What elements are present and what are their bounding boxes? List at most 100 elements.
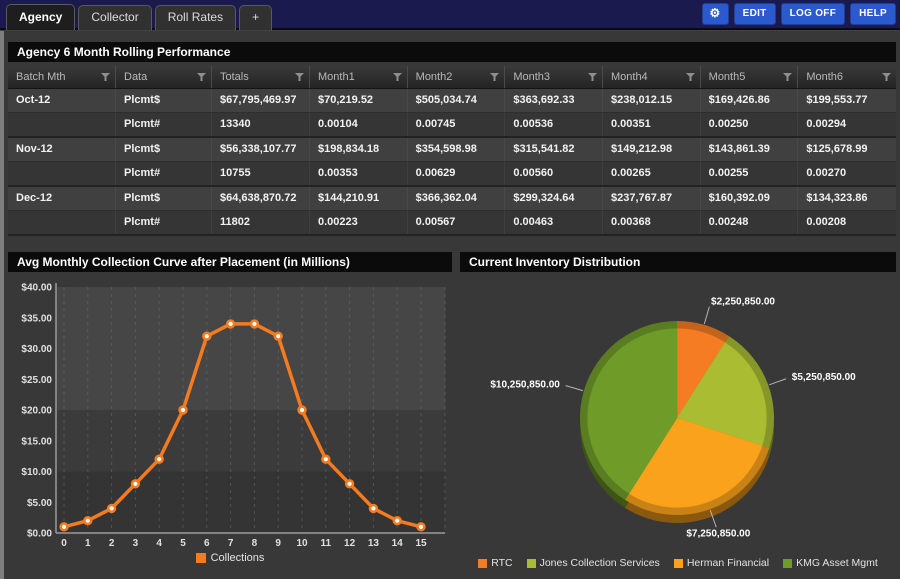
table-cell: Oct-12 (8, 89, 116, 112)
table-cell: $67,795,469.97 (212, 89, 310, 112)
filter-funnel-icon[interactable] (588, 73, 597, 81)
table-cell: 0.00294 (798, 113, 896, 136)
data-point-marker (132, 480, 139, 487)
table-cell: 0.00560 (505, 162, 603, 185)
x-axis-tick-label: 15 (415, 538, 427, 549)
table-cell: 13340 (212, 113, 310, 136)
table-row[interactable]: Nov-12Plcmt$$56,338,107.77$198,834.18$35… (8, 138, 896, 162)
table-cell: Dec-12 (8, 187, 116, 210)
tab-bar: AgencyCollectorRoll Rates+ (6, 3, 272, 30)
filter-funnel-icon[interactable] (101, 73, 110, 81)
table-cell: $198,834.18 (310, 138, 408, 161)
legend-item-collections[interactable]: Collections (196, 552, 265, 564)
data-point-marker (418, 523, 425, 530)
legend-item-label: KMG Asset Mgmt (796, 557, 878, 569)
pie-label-leader (566, 386, 583, 391)
inventory-pie-chart: $2,250,850.00$5,250,850.00$7,250,850.00$… (460, 273, 896, 553)
legend-item-rtc[interactable]: RTC (478, 557, 512, 569)
table-row[interactable]: Plcmt#133400.001040.007450.005360.003510… (8, 113, 896, 138)
table-cell: $56,338,107.77 (212, 138, 310, 161)
table-cell: 0.00463 (505, 211, 603, 234)
y-axis-tick-label: $0.00 (27, 529, 52, 540)
table-cell: $169,426.86 (701, 89, 799, 112)
table-cell: 0.00536 (505, 113, 603, 136)
column-header[interactable]: Totals (212, 66, 310, 88)
logoff-button[interactable]: LOG OFF (781, 3, 846, 25)
left-edge-strip (0, 31, 4, 579)
filter-funnel-icon[interactable] (393, 73, 402, 81)
filter-funnel-icon[interactable] (686, 73, 695, 81)
filter-funnel-icon[interactable] (295, 73, 304, 81)
y-axis-tick-label: $35.00 (21, 313, 52, 324)
filter-funnel-icon[interactable] (882, 73, 891, 81)
column-header[interactable]: Month2 (408, 66, 506, 88)
data-point-marker (108, 505, 115, 512)
tab-plus[interactable]: + (239, 5, 272, 30)
x-axis-tick-label: 2 (109, 538, 115, 549)
x-axis-tick-label: 6 (204, 538, 210, 549)
column-header-label: Month2 (416, 66, 453, 88)
column-header-label: Month1 (318, 66, 355, 88)
filter-funnel-icon[interactable] (490, 73, 499, 81)
x-axis-tick-label: 8 (252, 538, 258, 549)
data-point-marker (156, 456, 163, 463)
table-cell: $315,541.82 (505, 138, 603, 161)
y-axis-tick-label: $15.00 (21, 436, 52, 447)
column-header[interactable]: Batch Mth (8, 66, 116, 88)
table-row[interactable]: Dec-12Plcmt$$64,638,870.72$144,210.91$36… (8, 187, 896, 211)
table-cell: $143,861.39 (701, 138, 799, 161)
pie-slice-label: $7,250,850.00 (686, 528, 750, 539)
legend-item-kmg-asset-mgmt[interactable]: KMG Asset Mgmt (783, 557, 878, 569)
edit-button[interactable]: EDIT (734, 3, 776, 25)
table-row[interactable]: Oct-12Plcmt$$67,795,469.97$70,219.52$505… (8, 89, 896, 113)
table-cell: 0.00368 (603, 211, 701, 234)
column-header-label: Month3 (513, 66, 550, 88)
column-header[interactable]: Data (116, 66, 212, 88)
table-cell: 0.00104 (310, 113, 408, 136)
column-header[interactable]: Month3 (505, 66, 603, 88)
legend-swatch (674, 559, 683, 568)
tab-agency[interactable]: Agency (6, 4, 75, 30)
gear-icon-button[interactable]: ⚙ (702, 3, 729, 25)
table-cell: Plcmt$ (116, 89, 212, 112)
performance-table: Batch Mth DataTotals Month1 Month2 Month3 Mon… (8, 66, 896, 236)
pie-slice-label: $2,250,850.00 (711, 296, 775, 307)
line-chart-title: Avg Monthly Collection Curve after Place… (8, 252, 452, 272)
filter-funnel-icon[interactable] (197, 73, 206, 81)
table-cell: $144,210.91 (310, 187, 408, 210)
x-axis-tick-label: 4 (156, 538, 162, 549)
y-axis-tick-label: $10.00 (21, 467, 52, 478)
table-cell: 0.00255 (701, 162, 799, 185)
data-point-marker (275, 333, 282, 340)
tab-roll-rates[interactable]: Roll Rates (155, 5, 236, 30)
table-cell: $237,767.87 (603, 187, 701, 210)
help-button[interactable]: HELP (850, 3, 896, 25)
x-axis-tick-label: 0 (61, 538, 67, 549)
toolbar: ⚙EDITLOG OFFHELP (702, 3, 896, 25)
y-axis-tick-label: $30.00 (21, 344, 52, 355)
table-cell (8, 211, 116, 234)
column-header[interactable]: Month5 (701, 66, 799, 88)
table-body: Oct-12Plcmt$$67,795,469.97$70,219.52$505… (8, 89, 896, 236)
table-row[interactable]: Plcmt#118020.002230.005670.004630.003680… (8, 211, 896, 236)
legend-item-label: Jones Collection Services (540, 557, 660, 569)
column-header-label: Batch Mth (16, 66, 66, 88)
table-cell: $363,692.33 (505, 89, 603, 112)
legend-swatch (196, 553, 206, 563)
table-cell (8, 162, 116, 185)
column-header-label: Month6 (806, 66, 843, 88)
x-axis-tick-label: 13 (368, 538, 380, 549)
table-row[interactable]: Plcmt#107550.003530.006290.005600.002650… (8, 162, 896, 187)
column-header[interactable]: Month4 (603, 66, 701, 88)
data-point-marker (346, 480, 353, 487)
column-header[interactable]: Month1 (310, 66, 408, 88)
pie-slice-label: $10,250,850.00 (490, 379, 560, 390)
filter-funnel-icon[interactable] (783, 73, 792, 81)
legend-item-jones-collection-services[interactable]: Jones Collection Services (527, 557, 660, 569)
table-cell: $299,324.64 (505, 187, 603, 210)
column-header[interactable]: Month6 (798, 66, 896, 88)
table-cell: $505,034.74 (408, 89, 506, 112)
legend-item-herman-financial[interactable]: Herman Financial (674, 557, 769, 569)
tab-collector[interactable]: Collector (78, 5, 151, 30)
data-point-marker (251, 321, 258, 328)
